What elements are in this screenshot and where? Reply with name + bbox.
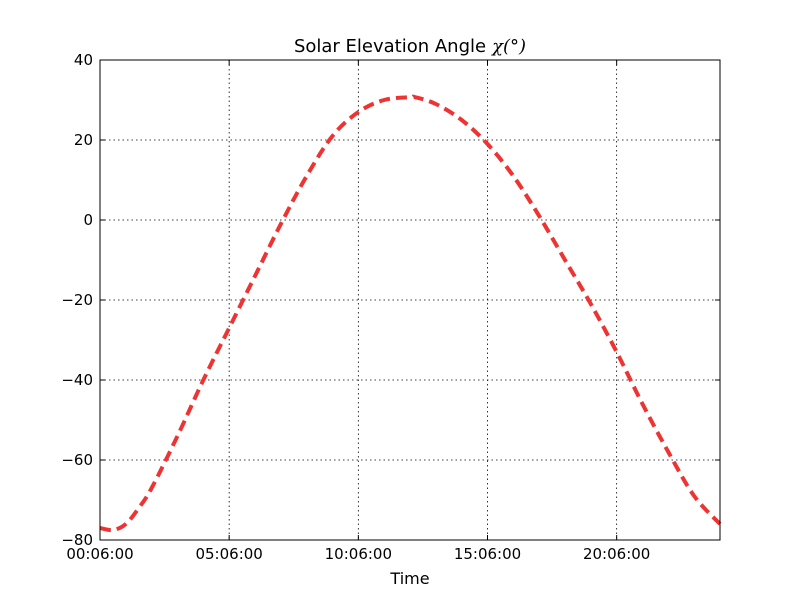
y-tick-label: 20 bbox=[74, 131, 93, 149]
y-tick-label: 0 bbox=[83, 211, 93, 229]
x-tick-label: 00:06:00 bbox=[66, 545, 133, 563]
x-tick-label: 20:06:00 bbox=[583, 545, 650, 563]
y-tick-label: 40 bbox=[74, 51, 93, 69]
plot-series bbox=[99, 94, 722, 533]
solar-elevation-line bbox=[99, 94, 722, 533]
x-axis-label: Time bbox=[389, 569, 429, 588]
y-tick-label: −20 bbox=[61, 291, 93, 309]
x-tick-label: 15:06:00 bbox=[454, 545, 521, 563]
chart-title-text: Solar Elevation Angle bbox=[294, 36, 486, 57]
y-tick-label: −60 bbox=[61, 451, 93, 469]
grid-lines bbox=[99, 59, 720, 541]
axis-ticks bbox=[99, 59, 720, 541]
x-tick-labels: 00:06:00 05:06:00 10:06:00 15:06:00 20:06:00 bbox=[66, 545, 650, 563]
chart-title-symbol: χ(°) bbox=[490, 36, 526, 57]
y-tick-labels: 40 20 0 −20 −40 −60 −80 bbox=[61, 51, 93, 549]
x-tick-label: 10:06:00 bbox=[325, 545, 392, 563]
y-tick-label: −40 bbox=[61, 371, 93, 389]
y-tick-label: −80 bbox=[61, 531, 93, 549]
chart-title: Solar Elevation Angle χ(°) bbox=[294, 36, 526, 57]
x-tick-label: 05:06:00 bbox=[195, 545, 262, 563]
